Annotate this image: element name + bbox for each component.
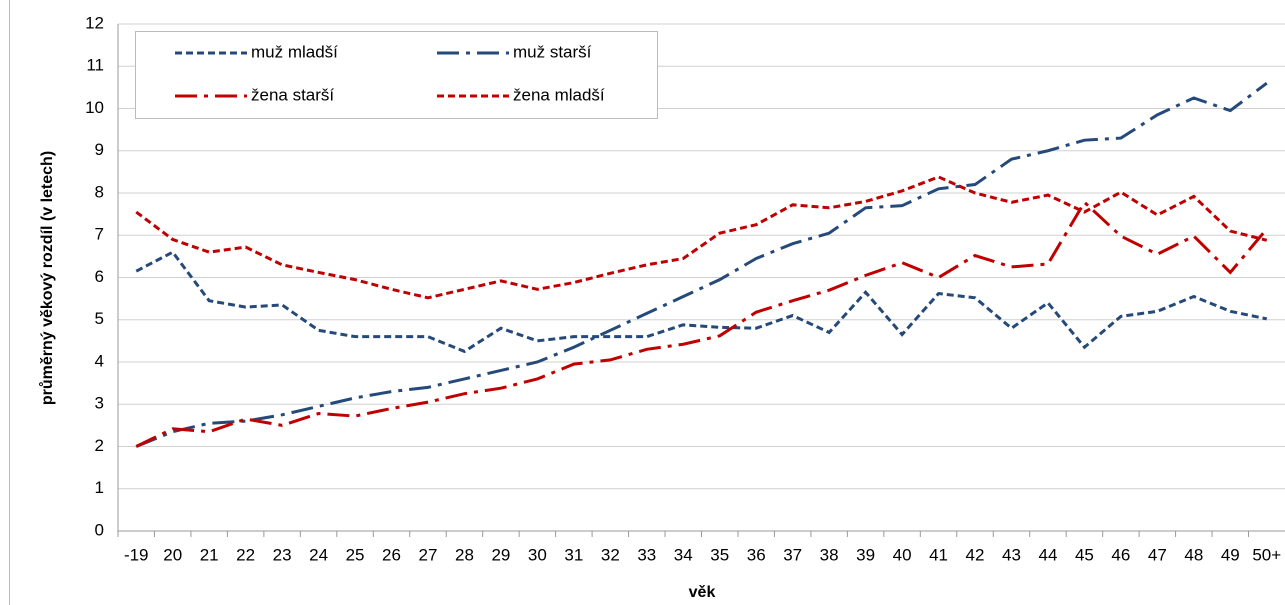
x-tick-label: 28 — [455, 545, 474, 564]
y-axis-title: průměrný věkový rozdíl (v letech) — [39, 151, 56, 405]
series-line — [135, 250, 1268, 354]
y-tick-label: 4 — [95, 351, 104, 370]
y-tick-label: 9 — [95, 140, 104, 159]
x-tick-label: 34 — [674, 545, 693, 564]
x-tick-label: -19 — [124, 545, 149, 564]
x-tick-label: 40 — [893, 545, 912, 564]
legend-box — [135, 31, 658, 119]
y-tick-label: 12 — [85, 13, 104, 32]
x-tick-label: 32 — [601, 545, 620, 564]
legend-label: žena mladší — [513, 85, 605, 104]
x-tick-label: 48 — [1184, 545, 1203, 564]
x-tick-label: 50+ — [1252, 545, 1281, 564]
x-tick-label: 38 — [820, 545, 839, 564]
y-tick-label: 2 — [95, 436, 104, 455]
x-tick-label: 46 — [1111, 545, 1130, 564]
x-tick-label: 33 — [637, 545, 656, 564]
series-line — [135, 81, 1268, 448]
y-tick-label: 3 — [95, 394, 104, 413]
x-axis-title: věk — [689, 584, 716, 601]
y-tick-label: 7 — [95, 225, 104, 244]
x-tick-label: 24 — [309, 545, 328, 564]
x-tick-label: 39 — [856, 545, 875, 564]
x-tick-label: 36 — [747, 545, 766, 564]
y-tick-label: 1 — [95, 478, 104, 497]
x-tick-label: 20 — [163, 545, 182, 564]
x-tick-label: 43 — [1002, 545, 1021, 564]
series-line — [135, 199, 1268, 448]
y-tick-label: 6 — [95, 267, 104, 286]
x-tick-label: 27 — [419, 545, 438, 564]
y-tick-label: 10 — [85, 98, 104, 117]
legend-label: muž mladší — [251, 42, 338, 61]
legend-label: žena starší — [251, 85, 334, 104]
x-tick-label: 49 — [1221, 545, 1240, 564]
y-tick-label: 11 — [86, 56, 104, 75]
x-tick-label: 29 — [491, 545, 510, 564]
x-tick-label: 41 — [929, 545, 948, 564]
x-tick-label: 23 — [273, 545, 292, 564]
x-tick-label: 26 — [382, 545, 401, 564]
y-tick-label: 8 — [95, 182, 104, 201]
x-tick-label: 21 — [200, 545, 219, 564]
x-tick-label: 45 — [1075, 545, 1094, 564]
x-tick-label: 30 — [528, 545, 547, 564]
x-tick-label: 37 — [783, 545, 802, 564]
legend-label: muž starší — [513, 42, 592, 61]
x-tick-label: 25 — [346, 545, 365, 564]
x-tick-label: 22 — [236, 545, 255, 564]
x-tick-label: 47 — [1148, 545, 1167, 564]
x-tick-label: 42 — [966, 545, 985, 564]
x-tick-label: 35 — [710, 545, 729, 564]
y-tick-label: 5 — [95, 309, 104, 328]
chart-border — [9, 0, 10, 605]
x-tick-label: 31 — [564, 545, 583, 564]
x-tick-label: 44 — [1038, 545, 1057, 564]
y-tick-label: 0 — [95, 520, 104, 539]
series-line — [135, 175, 1268, 300]
